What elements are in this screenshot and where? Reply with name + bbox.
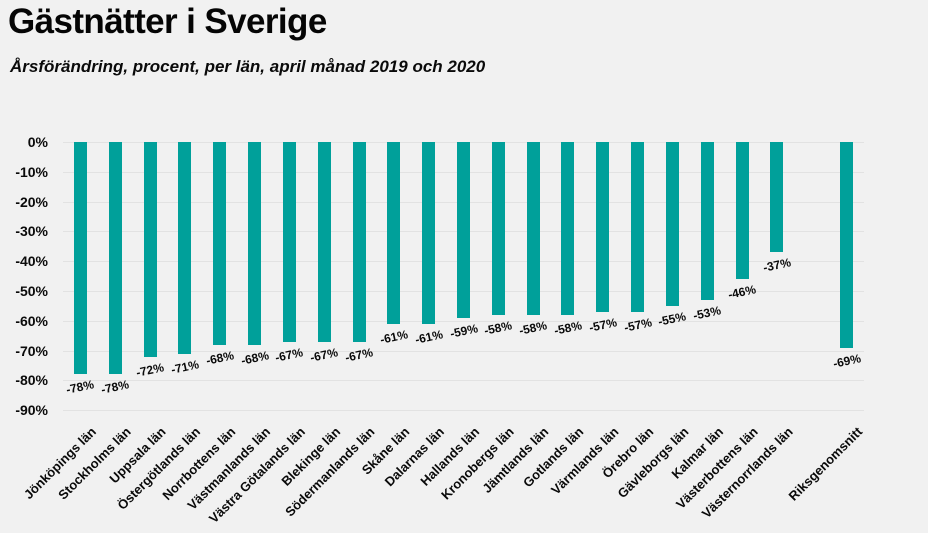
bar xyxy=(596,142,610,312)
y-axis-tick-label: 0% xyxy=(27,134,48,150)
bar xyxy=(387,142,401,324)
bar-value-label: -46% xyxy=(726,282,758,302)
bar xyxy=(282,142,296,342)
bar xyxy=(735,142,749,279)
bar xyxy=(561,142,575,315)
bar xyxy=(526,142,540,315)
y-axis-tick-label: -40% xyxy=(15,253,48,270)
bar xyxy=(317,142,331,342)
bar-value-label: -37% xyxy=(761,255,793,275)
bar xyxy=(352,142,366,342)
y-axis-tick-label: -20% xyxy=(15,193,48,210)
y-gridline xyxy=(63,380,864,382)
y-axis-tick-label: -90% xyxy=(15,402,48,419)
bar xyxy=(840,142,854,348)
chart-title: Gästnätter i Sverige xyxy=(8,2,327,41)
bar-value-label: -53% xyxy=(692,303,723,323)
bar xyxy=(631,142,645,312)
bar xyxy=(700,142,714,300)
bar xyxy=(213,142,227,345)
y-axis-tick-label: -10% xyxy=(15,163,48,180)
chart-subtitle: Årsförändring, procent, per län, april m… xyxy=(10,57,486,76)
bar xyxy=(422,142,436,324)
bar xyxy=(73,142,87,374)
bar xyxy=(491,142,505,315)
bar xyxy=(178,142,192,354)
bar xyxy=(770,142,784,252)
bar xyxy=(665,142,679,306)
y-gridline xyxy=(63,350,864,352)
bar xyxy=(143,142,157,357)
y-gridline xyxy=(63,320,864,322)
bar xyxy=(108,142,122,374)
y-axis-tick-label: -70% xyxy=(15,342,48,359)
bar xyxy=(457,142,470,318)
bar xyxy=(248,142,262,345)
x-axis-category-label: Riksgenomsnitt xyxy=(785,424,866,504)
y-axis-tick-label: -60% xyxy=(15,312,48,329)
y-gridline xyxy=(63,410,864,412)
y-axis-tick-label: -80% xyxy=(15,372,48,389)
y-axis-tick-label: -50% xyxy=(15,283,48,299)
y-axis-tick-label: -30% xyxy=(15,223,48,240)
